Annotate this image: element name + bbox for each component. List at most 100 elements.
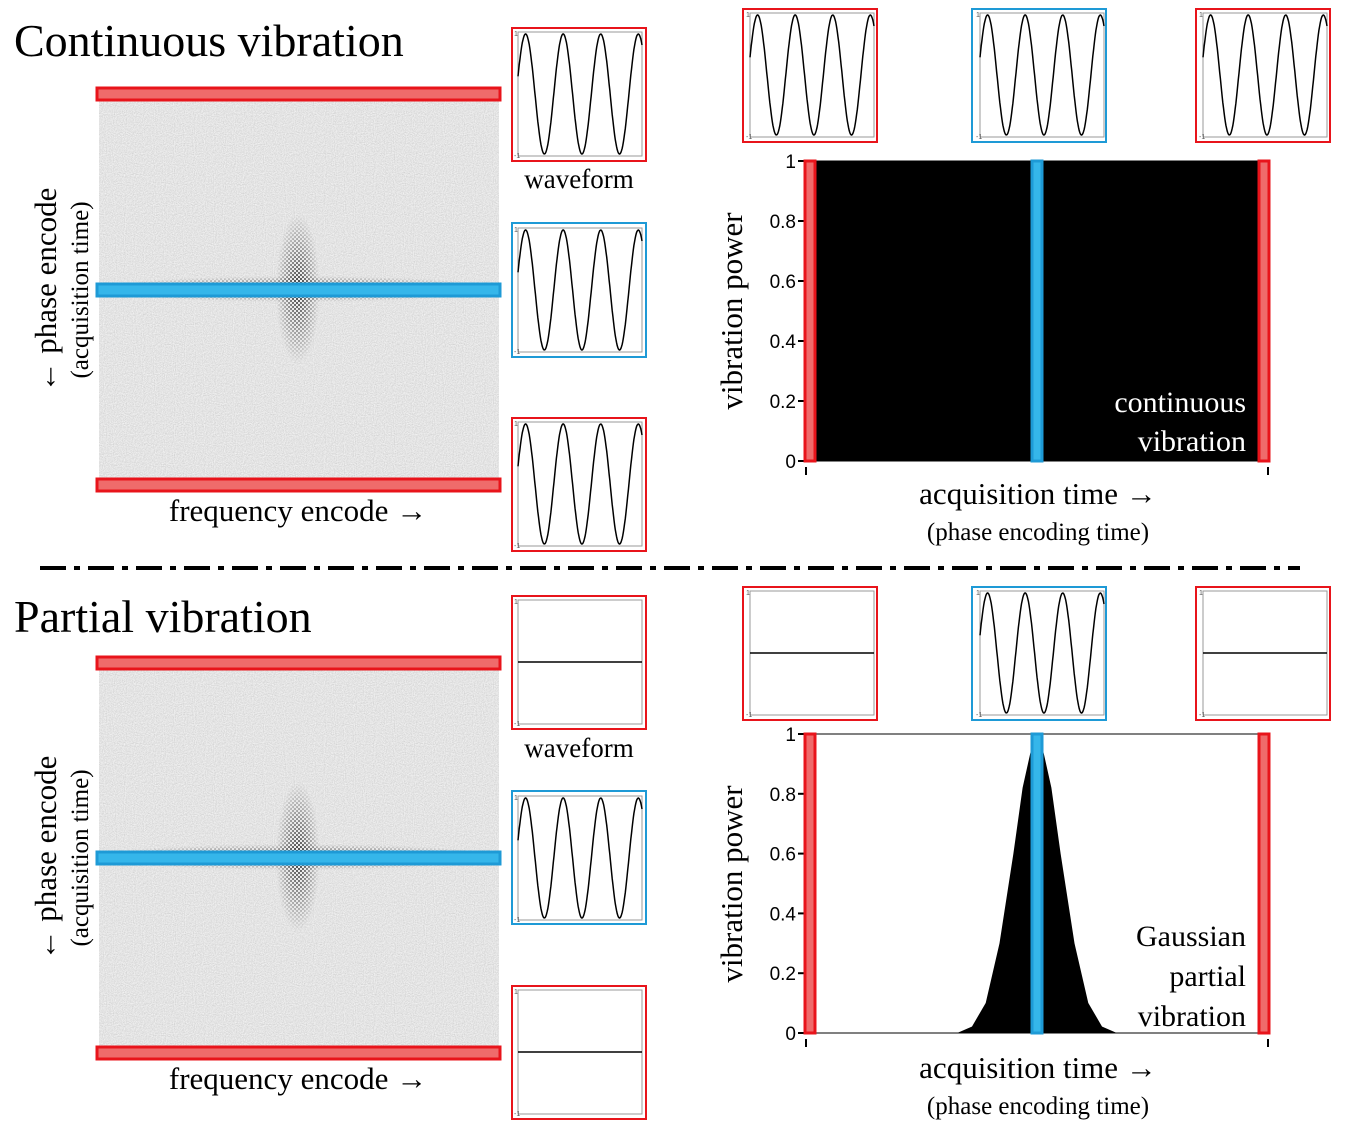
y-tick-label: 0	[785, 452, 796, 473]
center-line-marker	[1030, 732, 1044, 1035]
bottom-kspace-line-start	[95, 655, 502, 671]
top-waveform-2: 1 -1	[511, 222, 647, 358]
edge-line-marker	[803, 159, 817, 463]
y-tick-label: 0.2	[770, 964, 796, 985]
top-freq-label: frequency encode →	[169, 493, 427, 528]
top-annotation-line1: continuous	[1114, 386, 1246, 419]
sine-wave	[979, 14, 1105, 136]
mini-axis-bottom: -1	[514, 721, 520, 728]
bottom-kspace-line-center	[95, 850, 502, 866]
top-waveform-label: waveform	[524, 164, 633, 194]
y-tick-label: 0.4	[770, 904, 797, 925]
mini-plot-frame	[979, 590, 1105, 716]
top-waveform-1: 1 -1	[511, 27, 647, 162]
top-title: Continuous vibration	[14, 15, 404, 66]
top-power-chart: 0 0.2 0.4 0.6 0.8 1	[770, 152, 1271, 475]
top-strip-waveform-3: 1 -1	[1195, 8, 1331, 143]
top-chart-xsub: (phase encoding time)	[927, 519, 1149, 546]
mini-axis-top: 1	[514, 421, 518, 428]
bottom-phase-label: ← phase encode	[28, 756, 63, 961]
bottom-waveform-label: waveform	[524, 733, 633, 763]
bottom-chart-xlabel: acquisition time →	[919, 1050, 1157, 1085]
y-tick-label: 0.8	[770, 785, 796, 806]
mini-axis-bottom: -1	[1199, 134, 1205, 141]
y-tick-label: 0.6	[770, 272, 796, 293]
mini-axis-bottom: -1	[514, 349, 520, 356]
center-line-marker	[1030, 159, 1044, 463]
mini-plot-frame	[749, 12, 875, 138]
bottom-waveform-1: 1 -1	[511, 595, 647, 730]
sine-wave	[517, 797, 643, 919]
mini-plot-frame	[1202, 12, 1328, 138]
bottom-power-chart: 0 0.2 0.4 0.6 0.8 1	[770, 725, 1271, 1047]
sine-wave	[979, 592, 1105, 714]
mini-plot-frame	[517, 421, 643, 547]
y-tick-label: 0.6	[770, 845, 796, 866]
bottom-annotation-line3: vibration	[1138, 1000, 1246, 1033]
mini-axis-top: 1	[1199, 590, 1203, 597]
mini-axis-bottom: -1	[514, 1111, 520, 1118]
bottom-chart-xsub: (phase encoding time)	[927, 1093, 1149, 1120]
bottom-strip-waveform-1: 1 -1	[742, 586, 878, 721]
mini-axis-top: 1	[746, 590, 750, 597]
mini-axis-bottom: -1	[514, 153, 520, 160]
mini-axis-bottom: -1	[976, 712, 982, 719]
mini-axis-bottom: -1	[514, 543, 520, 550]
mini-axis-top: 1	[976, 12, 980, 19]
bottom-phase-sub: (acquisition time)	[67, 769, 94, 946]
mini-axis-top: 1	[514, 989, 518, 996]
mini-plot-frame	[517, 795, 643, 921]
bottom-freq-label: frequency encode →	[169, 1061, 427, 1096]
mini-axis-bottom: -1	[976, 134, 982, 141]
bottom-waveform-3: 1 -1	[511, 985, 647, 1120]
top-phase-label: ← phase encode	[28, 188, 63, 393]
mini-axis-top: 1	[514, 31, 518, 38]
y-tick-label: 1	[785, 152, 796, 173]
bottom-kspace-line-end	[95, 1045, 502, 1061]
y-tick-label: 0	[785, 1024, 796, 1045]
sine-wave	[749, 14, 875, 136]
y-tick-label: 0.4	[770, 332, 797, 353]
top-annotation-line2: vibration	[1138, 425, 1246, 458]
sine-wave	[517, 33, 643, 155]
top-chart-xlabel: acquisition time →	[919, 476, 1157, 511]
top-waveform-3: 1 -1	[511, 417, 647, 552]
mini-axis-top: 1	[746, 12, 750, 19]
bottom-strip-waveform-2: 1 -1	[971, 586, 1107, 721]
sine-wave	[1202, 14, 1328, 136]
bottom-strip-waveform-3: 1 -1	[1195, 586, 1331, 721]
mini-axis-bottom: -1	[746, 712, 752, 719]
sine-wave	[517, 423, 643, 545]
mini-axis-bottom: -1	[514, 917, 520, 924]
bottom-title: Partial vibration	[14, 591, 312, 642]
mini-axis-top: 1	[514, 795, 518, 802]
sine-wave	[517, 229, 643, 351]
bottom-waveform-2: 1 -1	[511, 790, 647, 925]
bottom-annotation-line1: Gaussian	[1136, 920, 1246, 953]
bottom-chart-ylabel: vibration power	[714, 785, 749, 983]
mini-axis-top: 1	[1199, 12, 1203, 19]
edge-line-marker	[803, 732, 817, 1035]
y-tick-label: 0.8	[770, 212, 796, 233]
mini-axis-bottom: -1	[1199, 712, 1205, 719]
y-tick-label: 0.2	[770, 392, 796, 413]
top-strip-waveform-2: 1 -1	[971, 8, 1107, 143]
mini-plot-frame	[979, 12, 1105, 138]
top-kspace-line-end	[95, 477, 502, 493]
mini-axis-top: 1	[514, 599, 518, 606]
mini-plot-frame	[517, 31, 643, 157]
y-tick-label: 1	[785, 725, 796, 746]
top-phase-sub: (acquisition time)	[67, 201, 94, 378]
top-strip-waveform-1: 1 -1	[742, 8, 878, 143]
top-kspace-line-start	[95, 86, 502, 102]
top-kspace-line-center	[95, 282, 502, 298]
mini-axis-bottom: -1	[746, 134, 752, 141]
mini-plot-frame	[517, 227, 643, 353]
top-chart-ylabel: vibration power	[714, 212, 749, 410]
mini-axis-top: 1	[514, 227, 518, 234]
edge-line-marker	[1257, 732, 1271, 1035]
edge-line-marker	[1257, 159, 1271, 463]
bottom-annotation-line2: partial	[1169, 960, 1246, 993]
mini-axis-top: 1	[976, 590, 980, 597]
